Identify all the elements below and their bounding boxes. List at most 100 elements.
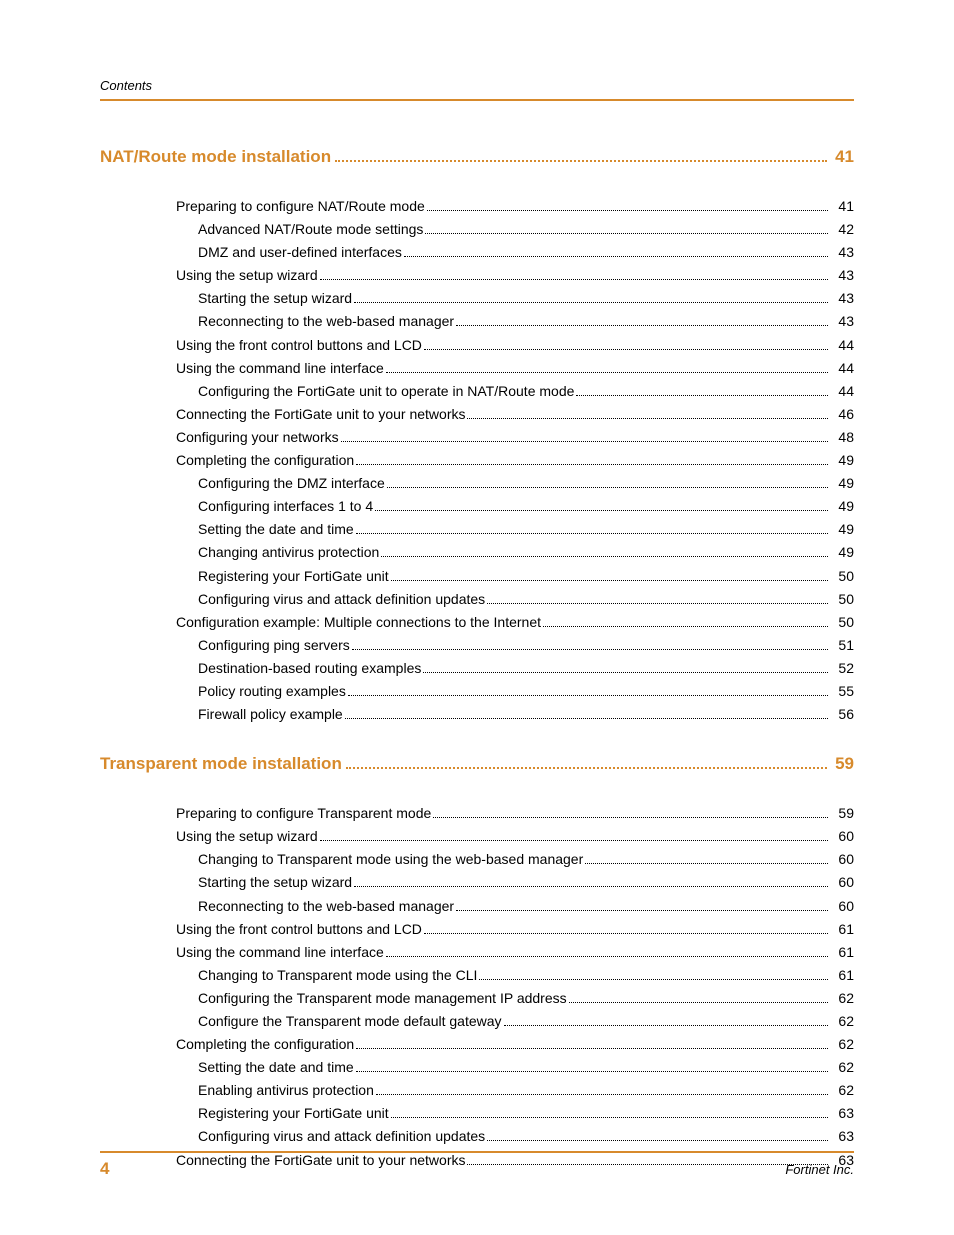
toc-entry-page: 61 bbox=[832, 941, 854, 964]
toc-entry[interactable]: DMZ and user-defined interfaces43 bbox=[100, 241, 854, 264]
toc-section-title: Transparent mode installation bbox=[100, 754, 342, 774]
toc-entry-label: Changing to Transparent mode using the C… bbox=[198, 964, 477, 987]
toc-entry-label: Using the front control buttons and LCD bbox=[176, 334, 422, 357]
toc-entry-page: 62 bbox=[832, 987, 854, 1010]
toc-entry[interactable]: Setting the date and time62 bbox=[100, 1056, 854, 1079]
toc-entry-label: Preparing to configure NAT/Route mode bbox=[176, 195, 425, 218]
toc-entry[interactable]: Configuring interfaces 1 to 4 49 bbox=[100, 495, 854, 518]
toc-entry[interactable]: Using the front control buttons and LCD 6… bbox=[100, 918, 854, 941]
toc-entry-page: 44 bbox=[832, 357, 854, 380]
toc-entry-label: Advanced NAT/Route mode settings bbox=[198, 218, 423, 241]
toc-entry-label: Registering your FortiGate unit bbox=[198, 565, 389, 588]
toc-leader-dots bbox=[467, 418, 828, 419]
toc-entry-label: Using the setup wizard bbox=[176, 825, 318, 848]
toc-section-heading[interactable]: Transparent mode installation 59 bbox=[100, 754, 854, 774]
toc-entry-page: 61 bbox=[832, 964, 854, 987]
toc-entry-label: DMZ and user-defined interfaces bbox=[198, 241, 402, 264]
toc-entry-page: 43 bbox=[832, 310, 854, 333]
toc-entry[interactable]: Changing to Transparent mode using the C… bbox=[100, 964, 854, 987]
toc-entry[interactable]: Connecting the FortiGate unit to your ne… bbox=[100, 403, 854, 426]
toc-leader-dots bbox=[427, 210, 829, 211]
toc-entry-label: Configuring your networks bbox=[176, 426, 339, 449]
toc-entry[interactable]: Configuring ping servers51 bbox=[100, 634, 854, 657]
toc-entry-label: Setting the date and time bbox=[198, 518, 354, 541]
toc-leader-dots bbox=[433, 817, 828, 818]
toc-entry-page: 49 bbox=[832, 449, 854, 472]
toc-entry-label: Reconnecting to the web-based manager bbox=[198, 310, 454, 333]
footer-page-number: 4 bbox=[100, 1159, 109, 1179]
toc-entry[interactable]: Firewall policy example56 bbox=[100, 703, 854, 726]
toc-entry[interactable]: Registering your FortiGate unit 63 bbox=[100, 1102, 854, 1125]
toc-entry-page: 60 bbox=[832, 871, 854, 894]
toc-entry[interactable]: Reconnecting to the web-based manager 43 bbox=[100, 310, 854, 333]
toc-entry[interactable]: Configuring the FortiGate unit to operat… bbox=[100, 380, 854, 403]
toc-entry[interactable]: Changing antivirus protection 49 bbox=[100, 541, 854, 564]
toc-entry[interactable]: Configuring virus and attack definition … bbox=[100, 1125, 854, 1148]
toc-entry[interactable]: Using the setup wizard43 bbox=[100, 264, 854, 287]
footer-rule bbox=[100, 1151, 854, 1153]
toc-leader-dots bbox=[424, 933, 829, 934]
toc-entry[interactable]: Enabling antivirus protection62 bbox=[100, 1079, 854, 1102]
toc-body: NAT/Route mode installation41 Preparing t… bbox=[100, 101, 854, 1172]
toc-entry[interactable]: Starting the setup wizard43 bbox=[100, 287, 854, 310]
toc-entry-page: 49 bbox=[832, 541, 854, 564]
toc-section-page: 41 bbox=[831, 147, 854, 167]
toc-entry[interactable]: Reconnecting to the web-based manager60 bbox=[100, 895, 854, 918]
toc-entry[interactable]: Completing the configuration 62 bbox=[100, 1033, 854, 1056]
toc-entry-label: Setting the date and time bbox=[198, 1056, 354, 1079]
toc-entry[interactable]: Using the front control buttons and LCD4… bbox=[100, 334, 854, 357]
toc-entry-label: Registering your FortiGate unit bbox=[198, 1102, 389, 1125]
toc-entry-label: Configuring the Transparent mode managem… bbox=[198, 987, 567, 1010]
toc-entry-page: 63 bbox=[832, 1102, 854, 1125]
toc-entry-label: Connecting the FortiGate unit to your ne… bbox=[176, 403, 465, 426]
toc-leader-dots bbox=[375, 510, 828, 511]
toc-entry[interactable]: Registering your FortiGate unit50 bbox=[100, 565, 854, 588]
toc-leader-dots bbox=[352, 649, 829, 650]
toc-entry-label: Completing the configuration bbox=[176, 1033, 354, 1056]
toc-entry[interactable]: Advanced NAT/Route mode settings42 bbox=[100, 218, 854, 241]
toc-entry[interactable]: Configuring your networks 48 bbox=[100, 426, 854, 449]
toc-leader-dots bbox=[320, 279, 829, 280]
toc-entry[interactable]: Preparing to configure NAT/Route mode41 bbox=[100, 195, 854, 218]
toc-entry-page: 60 bbox=[832, 895, 854, 918]
toc-entry-page: 61 bbox=[832, 918, 854, 941]
toc-entry[interactable]: Configuring virus and attack definition … bbox=[100, 588, 854, 611]
toc-entry[interactable]: Using the command line interface 44 bbox=[100, 357, 854, 380]
toc-section-heading[interactable]: NAT/Route mode installation41 bbox=[100, 147, 854, 167]
toc-entry-page: 48 bbox=[832, 426, 854, 449]
toc-entry[interactable]: Configure the Transparent mode default g… bbox=[100, 1010, 854, 1033]
toc-entry-page: 60 bbox=[832, 825, 854, 848]
toc-leader-dots bbox=[391, 580, 829, 581]
toc-leader-dots bbox=[479, 979, 828, 980]
toc-entry[interactable]: Changing to Transparent mode using the w… bbox=[100, 848, 854, 871]
toc-entry[interactable]: Policy routing examples55 bbox=[100, 680, 854, 703]
toc-entry[interactable]: Configuration example: Multiple connecti… bbox=[100, 611, 854, 634]
toc-leader-dots bbox=[456, 910, 828, 911]
toc-entry[interactable]: Preparing to configure Transparent mode5… bbox=[100, 802, 854, 825]
toc-entry-label: Configuring the FortiGate unit to operat… bbox=[198, 380, 574, 403]
toc-entry-page: 49 bbox=[832, 472, 854, 495]
toc-leader-dots bbox=[346, 767, 827, 769]
toc-entry-page: 50 bbox=[832, 588, 854, 611]
page: Contents NAT/Route mode installation41Pr… bbox=[0, 0, 954, 1235]
toc-leader-dots bbox=[404, 256, 829, 257]
toc-entry-label: Configuring interfaces 1 to 4 bbox=[198, 495, 373, 518]
toc-entry-label: Using the command line interface bbox=[176, 357, 384, 380]
toc-entry-page: 49 bbox=[832, 495, 854, 518]
toc-leader-dots bbox=[425, 233, 828, 234]
toc-entry-label: Using the front control buttons and LCD bbox=[176, 918, 422, 941]
footer-row: 4 Fortinet Inc. bbox=[100, 1159, 854, 1179]
toc-entry[interactable]: Configuring the DMZ interface49 bbox=[100, 472, 854, 495]
toc-entry-label: Changing antivirus protection bbox=[198, 541, 379, 564]
toc-section-page: 59 bbox=[831, 754, 854, 774]
toc-entry[interactable]: Using the setup wizard 60 bbox=[100, 825, 854, 848]
toc-entry[interactable]: Completing the configuration49 bbox=[100, 449, 854, 472]
toc-entry-label: Changing to Transparent mode using the w… bbox=[198, 848, 583, 871]
toc-entry[interactable]: Destination-based routing examples52 bbox=[100, 657, 854, 680]
toc-entry-page: 62 bbox=[832, 1033, 854, 1056]
toc-leader-dots bbox=[348, 695, 829, 696]
toc-entry[interactable]: Using the command line interface61 bbox=[100, 941, 854, 964]
toc-entry[interactable]: Starting the setup wizard60 bbox=[100, 871, 854, 894]
toc-entry[interactable]: Configuring the Transparent mode managem… bbox=[100, 987, 854, 1010]
toc-entry[interactable]: Setting the date and time49 bbox=[100, 518, 854, 541]
